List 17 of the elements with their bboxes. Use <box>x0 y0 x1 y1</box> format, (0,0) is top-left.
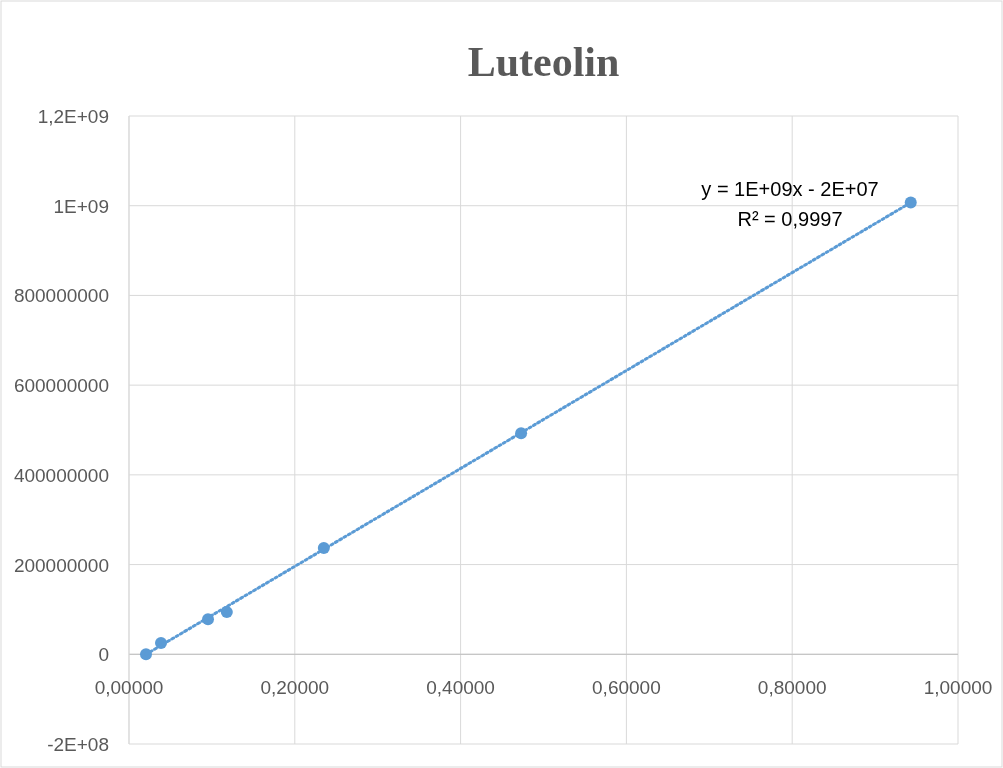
x-tick-label: 0,00000 <box>94 677 164 699</box>
y-tick-label: 600000000 <box>13 375 109 397</box>
annotation: y = 1E+09x - 2E+07 <box>701 178 879 200</box>
x-tick-label: 0,60000 <box>592 677 661 699</box>
y-tick-label: 800000000 <box>13 285 109 307</box>
y-tick-label: 1,2E+09 <box>37 106 109 127</box>
y-tick-label: -2E+08 <box>47 734 109 755</box>
x-tick-label: 0,20000 <box>260 677 330 699</box>
y-tick-label: 400000000 <box>13 464 109 486</box>
x-tick-label: 0,80000 <box>757 677 827 699</box>
y-tick-label: 1E+09 <box>53 195 109 217</box>
annotation: R² = 0,9997 <box>737 208 843 230</box>
x-tick-label: 1,00000 <box>923 677 993 699</box>
chart-title: Luteolin <box>467 39 620 85</box>
y-tick-label: 0 <box>98 644 109 666</box>
x-tick-label: 0,40000 <box>426 677 495 699</box>
y-tick-label: 200000000 <box>13 554 109 576</box>
